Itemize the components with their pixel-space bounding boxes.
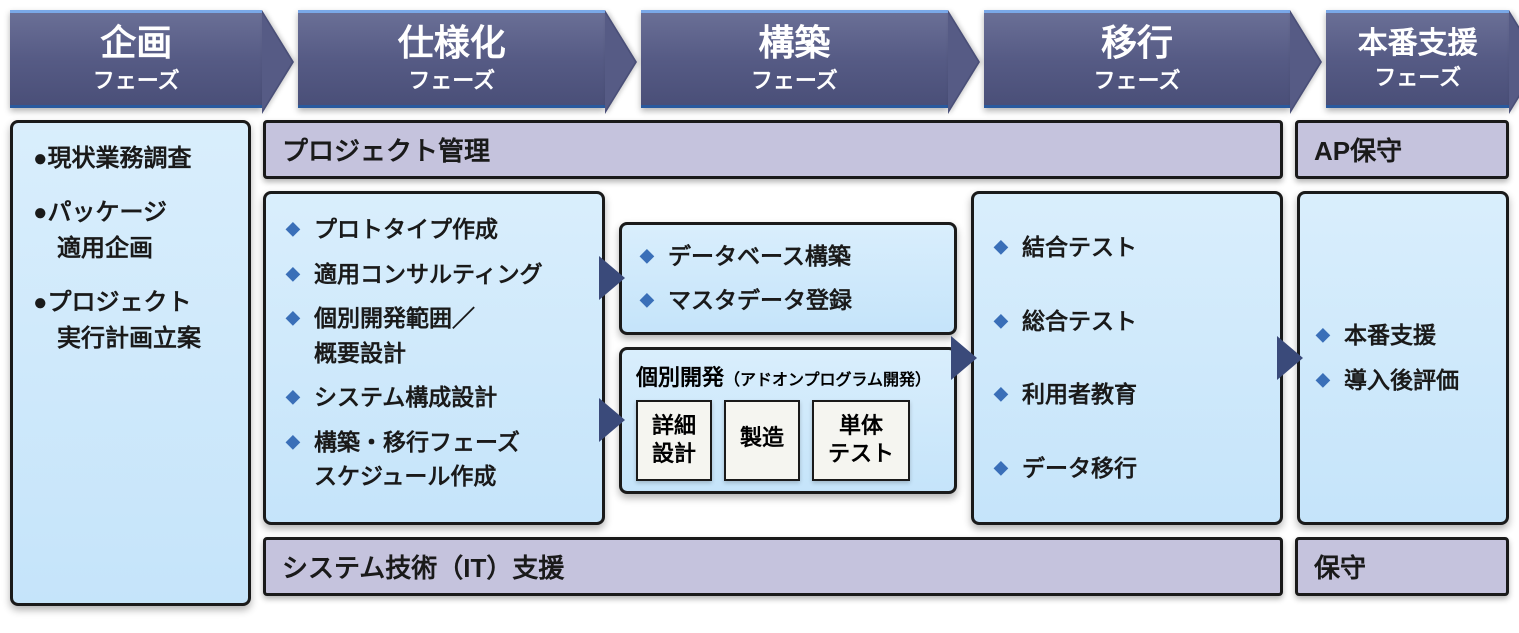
sub-box-2: 単体 テスト [812,400,910,481]
col1-item-2: ●プロジェクト 実行計画立案 [33,285,228,357]
col2-box: プロトタイプ作成 適用コンサルティング 個別開発範囲／ 概要設計 システム構成設… [263,191,605,525]
col1-box: ●現状業務調査 ●パッケージ 適用企画 ●プロジェクト 実行計画立案 [10,120,251,606]
col4-box: 結合テスト 総合テスト 利用者教育 データ移行 [971,191,1283,525]
top-bar-main: プロジェクト管理 [263,120,1283,179]
col4-item-1: 総合テスト [994,304,1260,339]
col1-item-0: ●現状業務調査 [33,141,228,177]
phase-title-3: 構築 [758,23,830,63]
phase-title-2: 仕様化 [398,23,506,63]
triangle-icon [1277,336,1303,380]
content-row: ●現状業務調査 ●パッケージ 適用企画 ●プロジェクト 実行計画立案 プロジェク… [10,120,1509,606]
col3-top-item-0: データベース構築 [640,239,936,274]
phase-arrow-5: 本番支援 フェーズ [1326,10,1509,108]
col3-bottom-label-small: （アドオンプログラム開発） [724,372,931,389]
col5-item-0: 本番支援 [1316,318,1490,353]
cols-2-5: プロジェクト管理 AP保守 プロトタイプ作成 適用コンサルティング 個別開発範囲… [263,120,1509,606]
col3-stack: データベース構築 マスタデータ登録 個別開発（アドオンプログラム開発） 詳細 設… [605,191,957,525]
phase-sub-1: フェーズ [93,63,180,95]
col2-item-3: システム構成設計 [286,380,582,415]
col3-top-item-1: マスタデータ登録 [640,283,936,318]
col5-box: 本番支援 導入後評価 [1297,191,1509,525]
phase-sub-3: フェーズ [751,63,838,95]
phase-sub-2: フェーズ [408,63,495,95]
phase-header-row: 企画 フェーズ 仕様化 フェーズ 構築 フェーズ 移行 フェーズ 本番支援 フェ… [10,10,1509,108]
phase-title-5: 本番支援 [1358,27,1478,60]
col5-wrap: 本番支援 導入後評価 [1283,191,1509,525]
triangle-icon [599,256,625,300]
triangle-icon [951,336,977,380]
sub-boxes-row: 詳細 設計 製造 単体 テスト [636,400,940,481]
bottom-bar-right: 保守 [1295,537,1509,596]
triangle-icon [599,398,625,442]
col2-item-2: 個別開発範囲／ 概要設計 [286,301,582,370]
col3-bottom-label-main: 個別開発 [636,365,724,390]
col4-item-0: 結合テスト [994,230,1260,265]
phase-arrow-1: 企画 フェーズ [10,10,262,108]
phase-arrow-4: 移行 フェーズ [984,10,1291,108]
phase-sub-5: フェーズ [1374,60,1461,92]
sub-box-0: 詳細 設計 [636,400,712,481]
bottom-bar-main: システム技術（IT）支援 [263,537,1283,596]
detail-row: プロトタイプ作成 適用コンサルティング 個別開発範囲／ 概要設計 システム構成設… [263,191,1509,525]
col-1: ●現状業務調査 ●パッケージ 適用企画 ●プロジェクト 実行計画立案 [10,120,251,606]
phase-arrow-2: 仕様化 フェーズ [298,10,605,108]
col3-bottom-label: 個別開発（アドオンプログラム開発） [636,360,940,392]
col4-item-3: データ移行 [994,451,1260,486]
col2-item-0: プロトタイプ作成 [286,212,582,247]
top-bars-row: プロジェクト管理 AP保守 [263,120,1509,179]
phase-title-4: 移行 [1101,23,1173,63]
phase-title-1: 企画 [100,23,172,63]
col3-bottom-box: 個別開発（アドオンプログラム開発） 詳細 設計 製造 単体 テスト [619,347,957,494]
col2-item-4: 構築・移行フェーズ スケジュール作成 [286,425,582,494]
phase-sub-4: フェーズ [1094,63,1181,95]
col4-item-2: 利用者教育 [994,377,1260,412]
col5-item-1: 導入後評価 [1316,363,1490,398]
bottom-bars-row: システム技術（IT）支援 保守 [263,537,1509,596]
col3-top-box: データベース構築 マスタデータ登録 [619,222,957,335]
col2-item-1: 適用コンサルティング [286,257,582,292]
sub-box-1: 製造 [724,400,800,481]
col4-wrap: 結合テスト 総合テスト 利用者教育 データ移行 [957,191,1283,525]
phase-arrow-3: 構築 フェーズ [641,10,948,108]
top-bar-right: AP保守 [1295,120,1509,179]
col1-item-1: ●パッケージ 適用企画 [33,195,228,267]
